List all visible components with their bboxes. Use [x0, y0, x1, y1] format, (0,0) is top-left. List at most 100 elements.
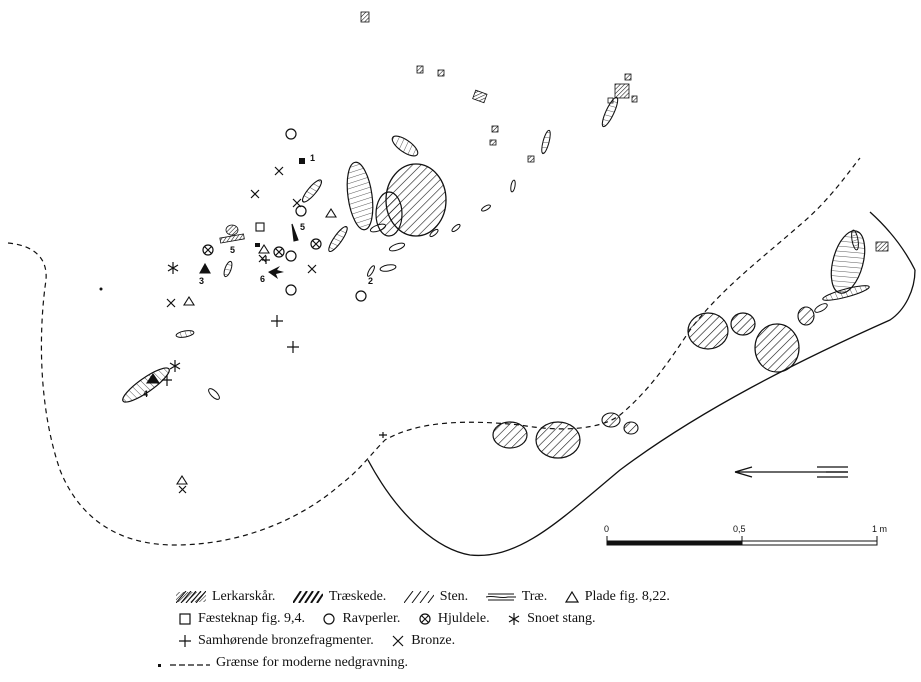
bronze-fragments [162, 256, 387, 438]
circle-icon [323, 613, 336, 625]
legend-label: Fæsteknap fig. 9,4. [198, 611, 305, 626]
legend-item-plade: Plade fig. 8,22. [564, 586, 670, 608]
plate [176, 474, 188, 485]
wood-piece [346, 161, 374, 231]
stone [730, 312, 756, 336]
legend-row-4: Grænse for moderne nedgravning. [158, 652, 422, 677]
scale-bar [606, 536, 878, 546]
bronze-fragment [379, 432, 387, 438]
legend-label: Træ. [521, 589, 548, 604]
stone [492, 421, 528, 449]
wood-piece [175, 330, 195, 338]
excavation-edge [367, 269, 916, 557]
plate [258, 243, 270, 254]
wood-piece [429, 228, 439, 238]
scale-label-end: 1 m [872, 524, 888, 534]
legend-item-sten: Sten. [403, 586, 469, 608]
bronze-fragment [162, 375, 172, 386]
pottery-sherd [607, 97, 614, 104]
stone [754, 323, 800, 373]
amber-beads [285, 128, 367, 302]
pottery-sherd-icon [176, 591, 206, 603]
x-icon [392, 635, 404, 647]
stone [535, 421, 581, 459]
wood-piece [481, 204, 491, 212]
stone [375, 191, 403, 237]
wood-piece [814, 303, 828, 313]
pottery-sherds [360, 11, 889, 252]
plate-filled [145, 373, 161, 384]
find-number-label: 6 [260, 274, 266, 284]
pottery-sherd [472, 89, 488, 104]
modern-disturbance-boundary-left [7, 157, 861, 546]
twisted-rod [169, 360, 181, 372]
legend-label: Lerkarskår. [212, 589, 276, 604]
bronze-fragment [287, 341, 299, 353]
dashed-line-icon [158, 664, 210, 667]
bronze-finds [166, 166, 317, 494]
legend-label: Grænse for moderne nedgravning. [216, 655, 409, 670]
plate [183, 295, 195, 306]
legend-label: Sten. [439, 589, 469, 604]
pottery-sherd [416, 65, 424, 74]
stones [375, 163, 815, 459]
find-number-label: 1 [310, 153, 316, 163]
wood-piece [851, 229, 859, 251]
bronze-find [292, 198, 302, 208]
wood-piece [223, 260, 233, 278]
bronze-find [274, 166, 284, 176]
legend-row-2: Fæsteknap fig. 9,4. Ravperler. Hjuldele.… [178, 608, 610, 633]
scale-label-mid: 0,5 [733, 524, 746, 534]
legend-label: Bronze. [411, 633, 456, 648]
find-number-label: 3 [199, 276, 205, 286]
plus-icon [179, 635, 191, 647]
stone [797, 306, 815, 326]
excavation-plan [7, 11, 916, 557]
wood-piece [208, 388, 220, 400]
stone [601, 412, 621, 428]
square-icon [179, 613, 191, 625]
pottery-sherd [437, 69, 445, 77]
pottery-sherd [614, 83, 630, 99]
bronze-object-6 [268, 266, 284, 279]
legend-label: Ravperler. [342, 611, 401, 626]
amber-bead [285, 250, 297, 262]
wood-piece [301, 179, 323, 203]
find-number-label: 5 [230, 245, 236, 255]
plate [325, 207, 337, 218]
pottery-sherd [489, 139, 497, 146]
legend-label: Samhørende bronzefragmenter. [198, 633, 374, 648]
pottery-sherd [875, 241, 889, 252]
wood-icon [485, 593, 516, 601]
amber-bead [285, 284, 297, 296]
stone-icon [403, 591, 434, 603]
asterisk-icon [508, 613, 520, 625]
wood-piece [510, 179, 516, 193]
find-marker [255, 243, 260, 247]
bronze-find [166, 298, 176, 308]
pottery-sherd [527, 155, 535, 163]
plate-filled [291, 223, 299, 242]
stray-mark [99, 287, 103, 291]
pottery-sherd [360, 11, 370, 23]
plate-filled [199, 262, 211, 274]
wooden-spoons [219, 224, 245, 244]
wooden-spoon [225, 224, 239, 236]
wood-piece [388, 242, 406, 252]
direction-arrow [734, 466, 848, 478]
find-number-label: 5 [300, 222, 306, 232]
bronze-fragment [271, 315, 283, 327]
amber-bead [285, 128, 297, 140]
legend-row-3: Samhørende bronzefragmenter. Bronze. [178, 630, 469, 655]
stone [687, 312, 729, 350]
wood-piece [541, 129, 551, 155]
triangle-icon [564, 591, 579, 603]
legend-row-1: Lerkarskår. Træskede. Sten. Træ. Plade f… [176, 586, 684, 611]
amber-bead [295, 205, 307, 217]
scale-label-start: 0 [604, 524, 610, 534]
wood-pieces [122, 96, 870, 403]
legend-item-hjuldele: Hjuldele. [418, 608, 490, 630]
plates [145, 207, 337, 485]
wood-piece [367, 265, 375, 277]
wheel-part [202, 244, 214, 256]
